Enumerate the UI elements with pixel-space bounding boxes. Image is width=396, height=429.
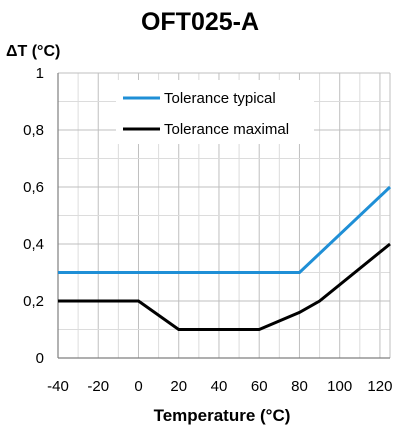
x-tick-label: 40 bbox=[211, 378, 228, 395]
legend-background bbox=[116, 80, 314, 144]
x-tick-label: -40 bbox=[47, 378, 69, 395]
x-axis-label: Temperature (°C) bbox=[154, 406, 291, 425]
axes bbox=[57, 73, 390, 359]
x-tick-label: 0 bbox=[134, 378, 142, 395]
tick-labels: -40 -20 0 20 40 60 80 100 120 0 0,2 0,4 0,6 0,8 1 bbox=[23, 65, 392, 395]
x-tick-label: 100 bbox=[327, 378, 352, 395]
x-tick-label: -20 bbox=[87, 378, 109, 395]
y-tick-label: 0,6 bbox=[23, 179, 44, 196]
x-tick-label: 20 bbox=[170, 378, 187, 395]
y-axis-label: ΔT (°C) bbox=[6, 43, 60, 60]
chart-title: OFT025-A bbox=[141, 8, 259, 36]
legend: Tolerance typical Tolerance maximal bbox=[116, 80, 314, 144]
series-line-maximal bbox=[58, 242, 391, 331]
y-tick-label: 1 bbox=[36, 65, 44, 82]
x-tick-label: 120 bbox=[367, 378, 392, 395]
y-tick-label: 0,8 bbox=[23, 122, 44, 139]
y-tick-label: 0 bbox=[36, 350, 44, 367]
legend-label: Tolerance typical bbox=[164, 90, 276, 107]
y-tick-label: 0,4 bbox=[23, 236, 44, 253]
y-tick-label: 0,2 bbox=[23, 293, 44, 310]
x-tick-label: 60 bbox=[251, 378, 268, 395]
x-tick-label: 80 bbox=[291, 378, 308, 395]
series-line-typical bbox=[58, 185, 392, 274]
series-group bbox=[58, 185, 392, 331]
legend-label: Tolerance maximal bbox=[164, 121, 289, 138]
